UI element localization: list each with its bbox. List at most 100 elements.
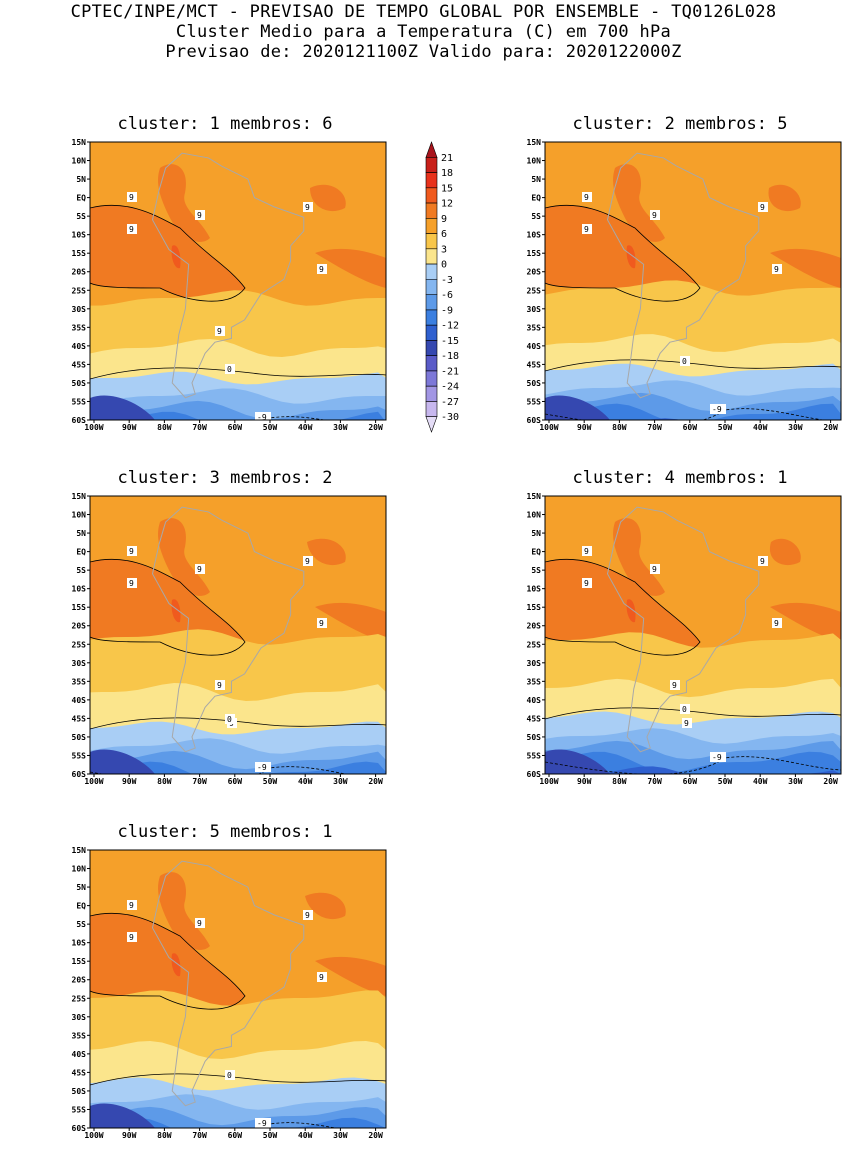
panel-title: cluster: 1 membros: 6 xyxy=(117,114,333,134)
temp-band-m18-m15 xyxy=(545,749,610,774)
contour-label: 9 xyxy=(774,619,779,628)
colorbar-swatch xyxy=(425,324,438,341)
contour-label: 0 xyxy=(682,705,687,714)
contour-label: 0 xyxy=(682,357,687,366)
contour-label: -9 xyxy=(712,753,722,762)
temperature-map: 999999900-915N10N5NEQ5S10S15S20S25S30S35… xyxy=(527,492,842,786)
contour-label: 9 xyxy=(197,565,202,574)
contour-label-bg xyxy=(195,564,205,574)
contour-label-bg xyxy=(255,1118,271,1128)
temp-band-m12-m9 xyxy=(90,411,386,420)
lon-label: 90W xyxy=(577,423,592,432)
temp-band-12-15 xyxy=(171,245,181,269)
lat-label: 60S xyxy=(72,416,87,425)
contour-label-bg xyxy=(582,192,592,202)
colorbar-legend: 21 18 15 12 9 6 3 0 -3 -6 -9 -12 -15 -18 -21 -24 -27 -30 xyxy=(425,141,459,433)
lat-label: 15N xyxy=(527,138,542,147)
temp-band-m18-m15 xyxy=(90,1103,155,1128)
lat-label: 60S xyxy=(72,770,87,779)
temp-band-m15-m12 xyxy=(545,766,841,774)
temp-band-9-12 xyxy=(769,538,801,566)
contour-label-bg xyxy=(582,224,592,234)
lat-label: 40S xyxy=(527,342,542,351)
lat-label: 45S xyxy=(527,714,542,723)
contour-label-bg xyxy=(710,404,726,414)
lon-label: 40W xyxy=(753,777,768,786)
contour-label: 0 xyxy=(227,715,232,724)
south-america-outline xyxy=(151,506,305,753)
contour-label: 9 xyxy=(129,933,134,942)
contour-label: 9 xyxy=(652,211,657,220)
lat-label: EQ xyxy=(76,902,86,911)
colorbar-label: -21 xyxy=(441,366,459,377)
lat-label: 40S xyxy=(72,342,87,351)
temp-band-m12-m9 xyxy=(545,751,841,774)
temperature-map: 9 9 9 9 9 0 -9 15N 10N 5N EQ 5S 10S 15S 20S 25S 30S 35S 40… xyxy=(527,138,842,432)
colorbar-label: 0 xyxy=(441,260,447,271)
lon-label: 60W xyxy=(683,777,698,786)
lon-label: 30W xyxy=(788,777,803,786)
lat-label: 30S xyxy=(527,659,542,668)
contour-9 xyxy=(545,558,701,656)
contour-label: -9 xyxy=(257,413,267,422)
lon-label: 40W xyxy=(298,777,313,786)
contour-label: -9 xyxy=(712,405,722,414)
contour-label-bg xyxy=(772,264,782,274)
contour-label: 9 xyxy=(217,681,222,690)
lat-label: 5N xyxy=(531,175,541,184)
lon-label: 50W xyxy=(263,423,278,432)
lat-label: 40S xyxy=(72,1050,87,1059)
colorbar-label: 15 xyxy=(441,183,453,194)
lon-label: 60W xyxy=(228,423,243,432)
contour-label-bg xyxy=(772,618,782,628)
lon-label: 90W xyxy=(122,777,137,786)
temp-band-9-12 xyxy=(315,248,386,288)
lat-label: 15S xyxy=(72,957,87,966)
lat-label: 45S xyxy=(72,714,87,723)
contour-9 xyxy=(90,204,246,302)
lat-label: 25S xyxy=(72,640,87,649)
colorbar-swatch xyxy=(425,355,438,372)
lat-label: 10N xyxy=(527,157,542,166)
lat-label: 20S xyxy=(527,268,542,277)
lat-label: 10N xyxy=(72,511,87,520)
lat-label: 50S xyxy=(72,379,87,388)
lon-label: 40W xyxy=(298,423,313,432)
lat-label: 5S xyxy=(76,920,86,929)
lon-label: 100W xyxy=(84,1131,103,1140)
lon-label: 70W xyxy=(647,777,662,786)
lat-label: 10N xyxy=(527,511,542,520)
lat-label: 25S xyxy=(72,994,87,1003)
lat-label: 35S xyxy=(527,323,542,332)
temp-band-9-12 xyxy=(613,518,665,596)
lat-label: 10S xyxy=(527,585,542,594)
lat-label: 20S xyxy=(72,976,87,985)
temp-band-9-12 xyxy=(307,538,346,566)
lon-label: 50W xyxy=(263,777,278,786)
colorbar-swatch xyxy=(425,233,438,250)
map-panel-cluster-1: cluster: 1 membros: 6 9 9 9 9 9 9 0 -9 15N 10N 5N E… xyxy=(60,114,390,435)
lat-label: 35S xyxy=(72,323,87,332)
map-frame xyxy=(544,141,842,421)
lat-label: 30S xyxy=(72,305,87,314)
contour-label-bg xyxy=(670,680,680,690)
contour-0 xyxy=(90,367,386,380)
contour-label-bg xyxy=(195,918,205,928)
contour-label-bg xyxy=(317,618,327,628)
lon-label: 50W xyxy=(718,423,733,432)
lat-label: 55S xyxy=(72,1105,87,1114)
south-america-outline xyxy=(606,152,760,399)
temp-band-9-12 xyxy=(158,872,210,950)
temp-band-9-12 xyxy=(305,892,346,920)
contour-0 xyxy=(90,1073,386,1086)
contour-label-bg xyxy=(127,224,137,234)
contour-label-bg xyxy=(680,356,690,366)
contour-label-bg xyxy=(303,556,313,566)
contour-label-bg xyxy=(255,762,271,772)
contour-label: 9 xyxy=(129,547,134,556)
temp-band-m18-m15 xyxy=(90,395,155,420)
lat-label: 15N xyxy=(527,492,542,501)
contour-label-bg xyxy=(225,364,235,374)
lat-label: 10N xyxy=(72,157,87,166)
lon-label: 20W xyxy=(823,777,838,786)
